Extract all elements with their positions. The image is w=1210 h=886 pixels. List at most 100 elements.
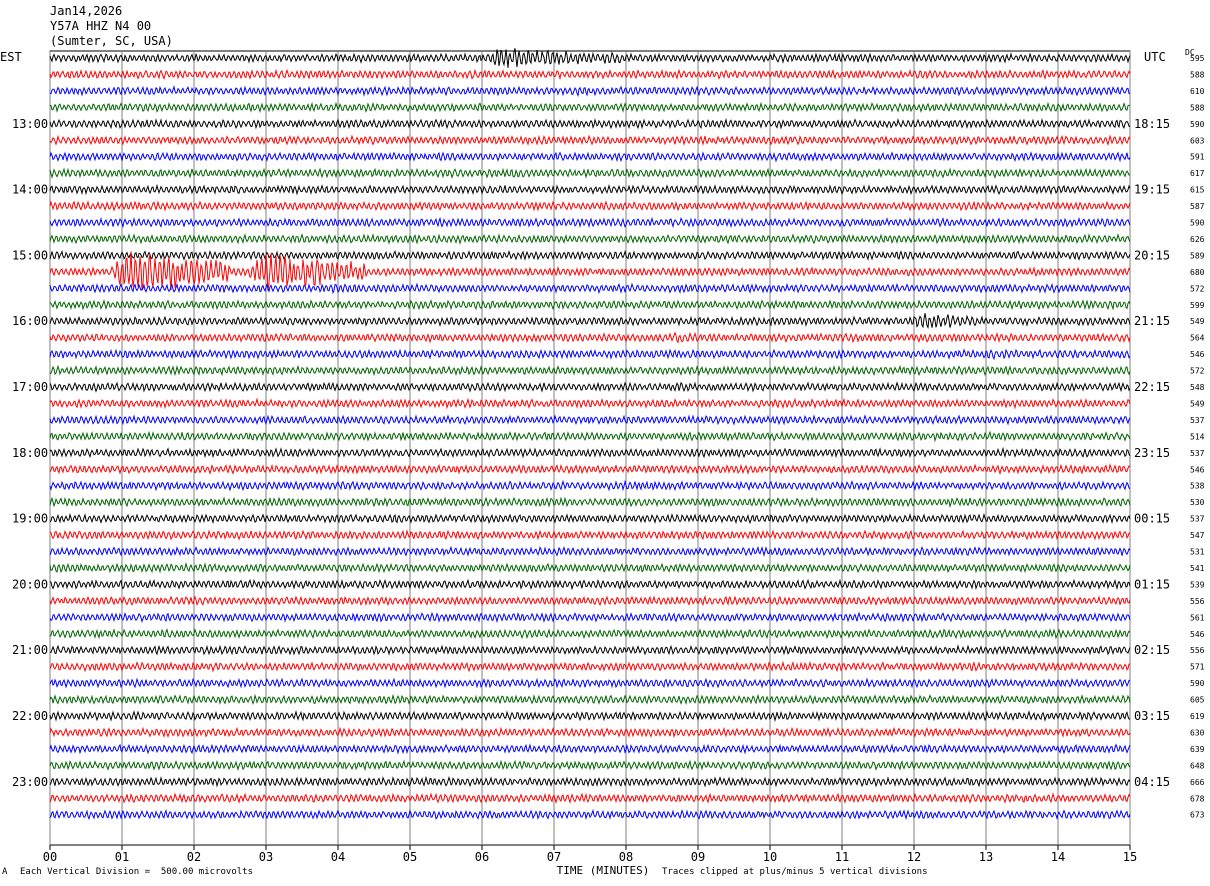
left-timezone-label: EST bbox=[0, 50, 22, 64]
dc-offset-label: 531 bbox=[1190, 548, 1205, 557]
x-tick-label: 08 bbox=[619, 850, 633, 864]
x-tick-label: 10 bbox=[763, 850, 777, 864]
dc-offset-label: 537 bbox=[1190, 449, 1205, 458]
left-hour-label: 20:00 bbox=[12, 577, 48, 591]
x-tick-label: 00 bbox=[43, 850, 57, 864]
dc-offset-label: 588 bbox=[1190, 70, 1205, 79]
seismic-trace bbox=[49, 496, 1131, 509]
x-tick-label: 13 bbox=[979, 850, 993, 864]
dc-offset-label: 546 bbox=[1190, 465, 1205, 474]
dc-offset-label: 530 bbox=[1190, 498, 1205, 507]
dc-offset-label: 648 bbox=[1190, 761, 1205, 770]
right-timezone-label: UTC bbox=[1144, 50, 1166, 64]
right-hour-label: 04:15 bbox=[1134, 775, 1170, 789]
seismic-trace bbox=[49, 364, 1131, 377]
dc-offset-label: 678 bbox=[1190, 794, 1205, 803]
seismic-trace bbox=[49, 529, 1131, 541]
dc-offset-label: 556 bbox=[1190, 646, 1205, 655]
x-tick-label: 12 bbox=[907, 850, 921, 864]
right-hour-label: 22:15 bbox=[1134, 380, 1170, 394]
dc-offset-label: 673 bbox=[1190, 811, 1205, 820]
x-tick-label: 06 bbox=[475, 850, 489, 864]
seismic-trace bbox=[49, 183, 1131, 196]
seismic-trace bbox=[49, 809, 1131, 821]
left-hour-label: 18:00 bbox=[12, 446, 48, 460]
dc-offset-label: 666 bbox=[1190, 778, 1205, 787]
dc-offset-label: 546 bbox=[1190, 630, 1205, 639]
seismic-trace bbox=[49, 430, 1131, 443]
dc-offset-label: 537 bbox=[1190, 416, 1205, 425]
seismic-trace bbox=[49, 743, 1131, 755]
dc-offset-label: 561 bbox=[1190, 613, 1205, 622]
seismic-trace bbox=[49, 677, 1131, 689]
dc-offset-label: 603 bbox=[1190, 136, 1205, 145]
dc-offset-label: 572 bbox=[1190, 367, 1205, 376]
left-hour-label: 16:00 bbox=[12, 314, 48, 328]
scale-note: Each Vertical Division = 500.00 microvol… bbox=[20, 867, 253, 877]
dc-offset-label: 572 bbox=[1190, 284, 1205, 293]
seismic-trace bbox=[49, 48, 1131, 68]
seismic-trace bbox=[49, 759, 1131, 772]
seismic-trace bbox=[49, 298, 1131, 311]
seismic-trace bbox=[49, 414, 1131, 426]
x-tick-label: 04 bbox=[331, 850, 345, 864]
seismic-trace bbox=[49, 660, 1131, 673]
right-hour-label: 20:15 bbox=[1134, 248, 1170, 262]
x-tick-label: 02 bbox=[187, 850, 201, 864]
seismic-trace bbox=[49, 313, 1131, 330]
seismic-trace bbox=[50, 84, 1131, 98]
seismic-trace bbox=[49, 117, 1131, 130]
dc-offset-label: 590 bbox=[1190, 679, 1205, 688]
seismic-trace bbox=[49, 628, 1131, 640]
dc-offset-label: 626 bbox=[1190, 235, 1205, 244]
seismic-trace bbox=[49, 479, 1131, 492]
left-hour-label: 19:00 bbox=[12, 512, 48, 526]
dc-offset-label: 539 bbox=[1190, 580, 1205, 589]
x-tick-label: 11 bbox=[835, 850, 849, 864]
seismic-trace bbox=[49, 251, 1131, 292]
right-hour-label: 21:15 bbox=[1134, 314, 1170, 328]
dc-offset-label: 548 bbox=[1190, 383, 1205, 392]
left-hour-label: 13:00 bbox=[12, 117, 48, 131]
seismic-trace bbox=[49, 282, 1131, 295]
plot-location: (Sumter, SC, USA) bbox=[50, 34, 173, 48]
dc-offset-label: 571 bbox=[1190, 663, 1205, 672]
x-tick-label: 09 bbox=[691, 850, 705, 864]
plot-frame bbox=[49, 50, 1131, 846]
seismic-trace bbox=[49, 446, 1131, 459]
seismic-trace bbox=[49, 709, 1131, 722]
dc-offset-label: 514 bbox=[1190, 432, 1205, 441]
dc-offset-label: 610 bbox=[1190, 87, 1205, 96]
dc-offset-label: 590 bbox=[1190, 120, 1205, 129]
right-hour-label: 18:15 bbox=[1134, 117, 1170, 131]
right-hour-label: 01:15 bbox=[1134, 577, 1170, 591]
left-hour-label: 15:00 bbox=[12, 248, 48, 262]
x-tick-label: 07 bbox=[547, 850, 561, 864]
dc-offset-label: 537 bbox=[1190, 515, 1205, 524]
seismic-trace bbox=[49, 348, 1131, 361]
dc-offset-label: 541 bbox=[1190, 564, 1205, 573]
clip-note: Traces clipped at plus/minus 5 vertical … bbox=[662, 867, 928, 877]
seismic-trace bbox=[49, 611, 1131, 624]
seismic-trace bbox=[49, 595, 1131, 607]
seismic-trace bbox=[49, 200, 1131, 212]
right-hour-label: 00:15 bbox=[1134, 512, 1170, 526]
dc-offset-label: 605 bbox=[1190, 696, 1205, 705]
x-tick-label: 05 bbox=[403, 850, 417, 864]
dc-offset-label: 599 bbox=[1190, 301, 1205, 310]
dc-offset-label: 680 bbox=[1190, 268, 1205, 277]
seismic-trace bbox=[49, 68, 1131, 81]
dc-label: DC bbox=[1185, 48, 1195, 57]
dc-offset-label: 538 bbox=[1190, 482, 1205, 491]
right-hour-label: 02:15 bbox=[1134, 643, 1170, 657]
seismic-trace bbox=[49, 381, 1131, 393]
dc-offset-label: 615 bbox=[1190, 186, 1205, 195]
dc-offset-label: 617 bbox=[1190, 169, 1205, 178]
seismic-trace bbox=[49, 151, 1131, 163]
right-hour-label: 03:15 bbox=[1134, 709, 1170, 723]
seismic-trace bbox=[49, 232, 1131, 246]
x-tick-label: 15 bbox=[1123, 850, 1137, 864]
left-hour-label: 23:00 bbox=[12, 775, 48, 789]
dc-offset-label: 564 bbox=[1190, 334, 1205, 343]
left-hour-label: 17:00 bbox=[12, 380, 48, 394]
